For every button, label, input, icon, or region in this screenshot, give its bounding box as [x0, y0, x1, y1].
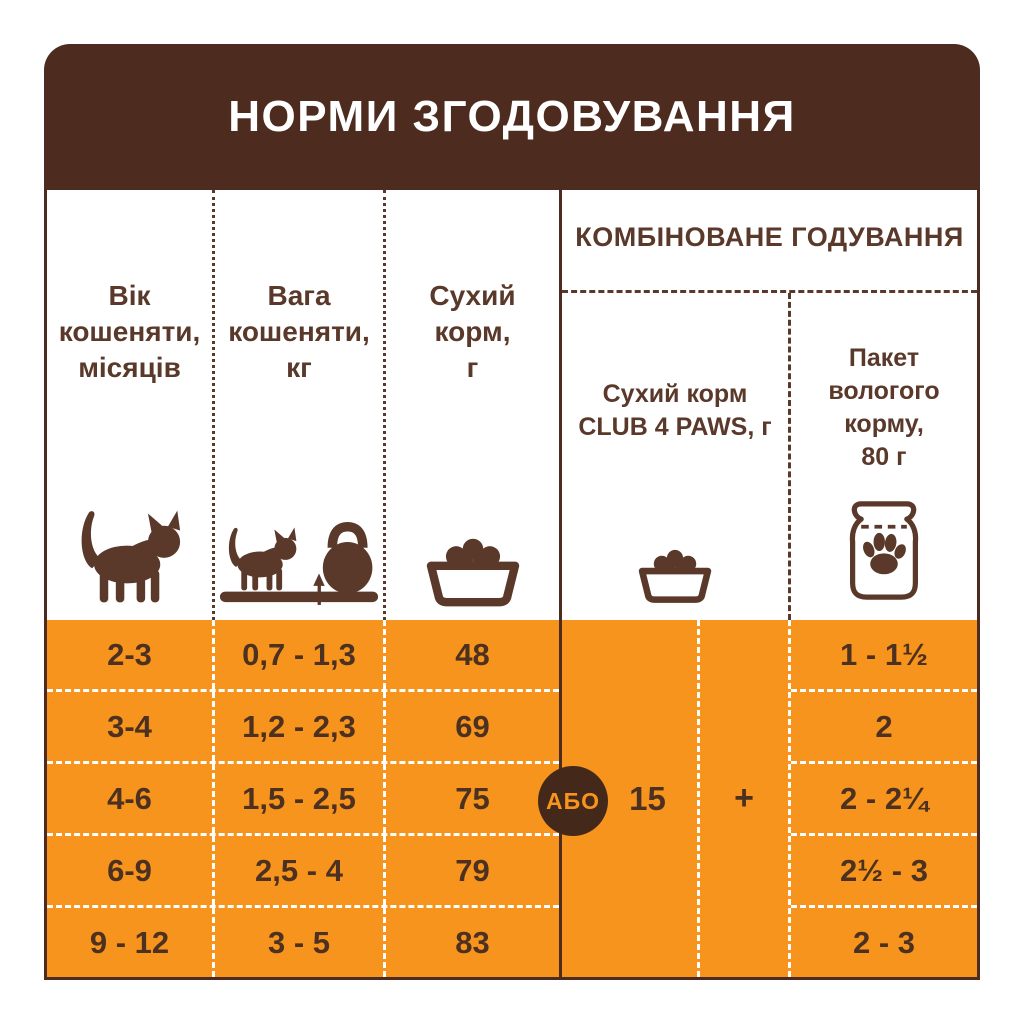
feeding-chart-card: НОРМИ ЗГОДОВУВАННЯ Вік кошеняти, місяців	[44, 44, 980, 980]
combined-dry-food-header: Сухий корм CLUB 4 PAWS, г	[562, 290, 788, 620]
dry-food-cell: 79	[383, 836, 559, 905]
combined-dry-value: 15	[629, 779, 666, 817]
age-cell: 6-9	[107, 852, 152, 888]
table-row: 3-4 1,2 - 2,3 69	[47, 689, 559, 761]
age-cell: 3-4	[107, 708, 152, 744]
weight-cell: 1,5 - 2,5	[212, 764, 383, 833]
main-table-rows: 2-3 0,7 - 1,3 48 3-4 1,2 - 2,3 69 4-6 1,…	[47, 620, 559, 977]
dry-food-cell: 69	[383, 692, 559, 761]
dry-food-cell: 75	[383, 764, 559, 833]
table-header-zone: Вік кошеняти, місяців	[47, 190, 977, 620]
section-divider	[559, 190, 562, 977]
table-row: 4-6 1,5 - 2,5 75	[47, 761, 559, 833]
combined-wet-food-header: Пакет вологого корму, 80 г	[791, 290, 977, 620]
combined-feeding-section: КОМБІНОВАНЕ ГОДУВАННЯ Сухий корм CLUB 4 …	[562, 190, 977, 620]
wet-food-cell: 2½ - 3	[791, 833, 977, 905]
wet-food-cell: 2	[791, 689, 977, 761]
weight-cell: 2,5 - 4	[212, 836, 383, 905]
weight-cell: 1,2 - 2,3	[212, 692, 383, 761]
table-data-zone: 2-3 0,7 - 1,3 48 3-4 1,2 - 2,3 69 4-6 1,…	[47, 620, 977, 977]
weight-cell: 3 - 5	[212, 908, 383, 977]
combined-feeding-title: КОМБІНОВАНЕ ГОДУВАННЯ	[575, 222, 964, 252]
dry-food-bowl-small-icon	[562, 544, 788, 604]
combined-dry-food-label: Сухий корм CLUB 4 PAWS, г	[578, 380, 772, 441]
column-label-age: Вік кошеняти, місяців	[58, 280, 201, 383]
table-row: 6-9 2,5 - 4 79	[47, 833, 559, 905]
or-badge: АБО	[538, 766, 608, 836]
column-header-age: Вік кошеняти, місяців	[47, 190, 212, 620]
cat-icon	[47, 504, 212, 608]
combined-header-divider	[562, 290, 977, 293]
wet-food-cell: 2 - 3	[791, 905, 977, 977]
combined-wet-food-label: Пакет вологого корму, 80 г	[828, 344, 940, 471]
plus-sign: +	[697, 620, 791, 977]
dry-food-cell: 48	[383, 620, 559, 689]
paw-print-icon	[863, 532, 906, 575]
wet-food-rows: 1 - 1½ 2 2 - 2¼ 2½ - 3 2 - 3	[791, 620, 977, 977]
dry-food-cell: 83	[383, 908, 559, 977]
cat-weight-scale-icon	[215, 498, 383, 608]
wet-food-cell: 1 - 1½	[840, 636, 928, 672]
age-cell: 9 - 12	[89, 924, 170, 960]
column-divider	[212, 190, 215, 620]
age-cell: 4-6	[107, 780, 152, 816]
wet-food-pouch-icon	[791, 497, 977, 604]
combined-column-divider	[788, 293, 791, 620]
column-label-dry-food: Сухий корм, г	[429, 280, 516, 383]
feeding-table: Вік кошеняти, місяців	[44, 190, 980, 980]
column-divider	[383, 190, 386, 620]
table-row: 9 - 12 3 - 5 83	[47, 905, 559, 977]
column-header-weight: Вага кошеняти, кг	[215, 190, 383, 620]
header-band: НОРМИ ЗГОДОВУВАННЯ	[44, 44, 980, 190]
table-row: 2-3 0,7 - 1,3 48	[47, 620, 559, 689]
page-title: НОРМИ ЗГОДОВУВАННЯ	[228, 92, 796, 141]
column-header-dry-food: Сухий корм, г	[386, 190, 559, 620]
wet-food-cell: 2 - 2¼	[791, 761, 977, 833]
age-cell: 2-3	[107, 636, 152, 672]
dry-food-bowl-icon	[386, 531, 559, 608]
column-label-weight: Вага кошеняти, кг	[228, 280, 370, 383]
weight-cell: 0,7 - 1,3	[212, 620, 383, 689]
